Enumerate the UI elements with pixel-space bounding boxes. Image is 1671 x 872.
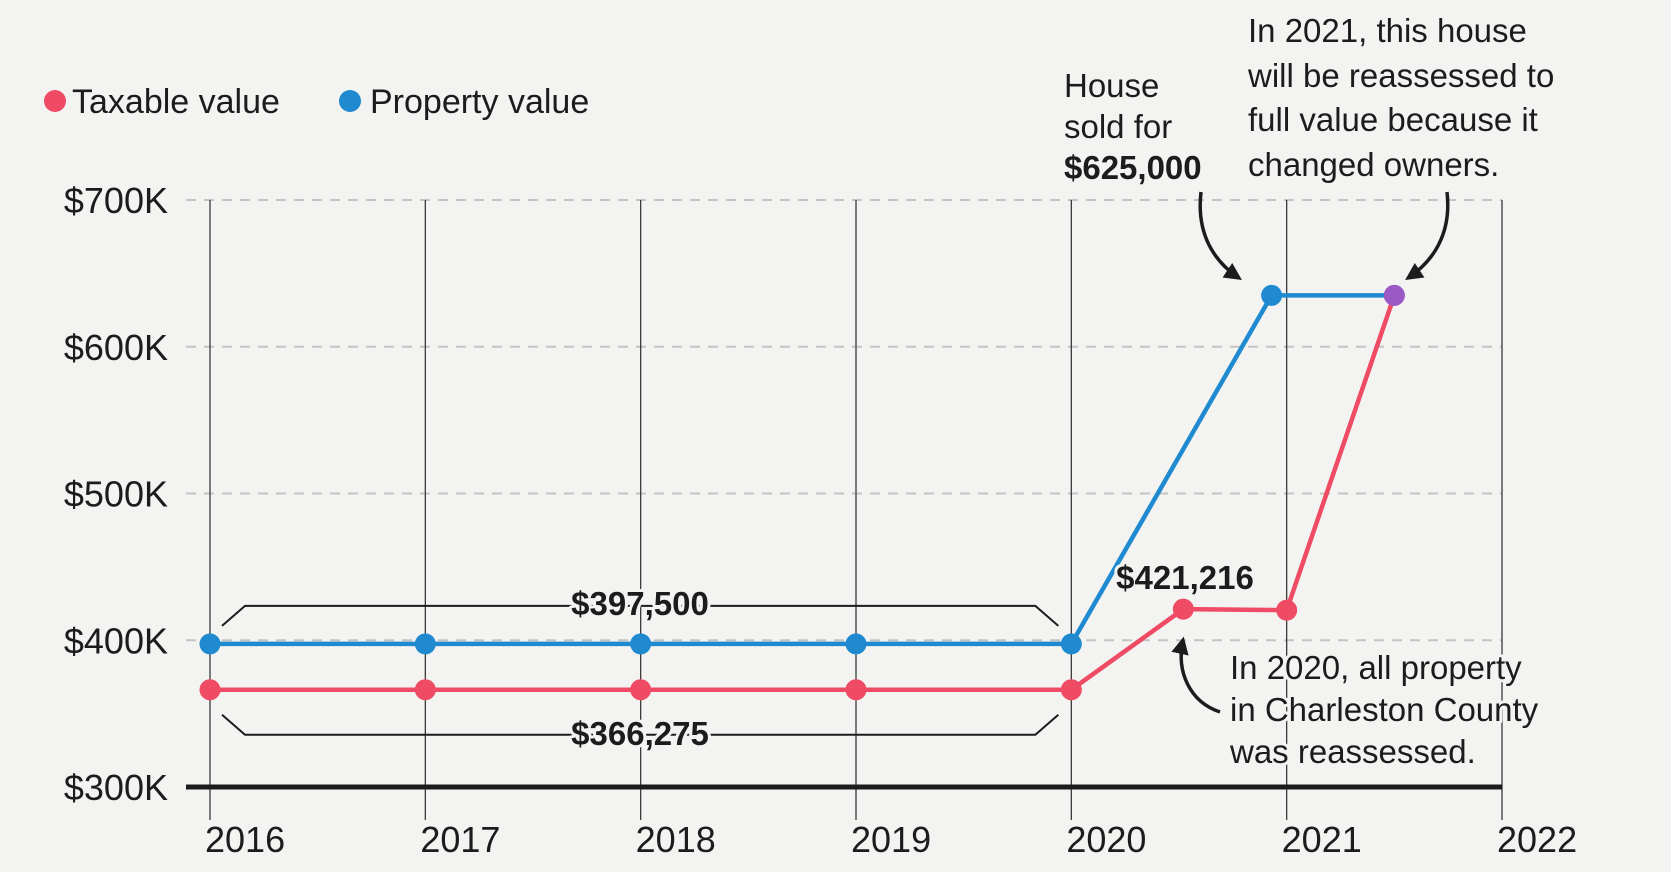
point-property-value <box>845 633 867 655</box>
legend-label-property: Property value <box>370 83 589 121</box>
x-tick-label: 2018 <box>636 819 716 860</box>
y-tick-label: $400K <box>64 620 168 661</box>
series-points <box>199 284 1405 701</box>
x-tick-label: 2021 <box>1282 819 1362 860</box>
note-2021-line3: full value because it <box>1248 101 1538 138</box>
point-property-value <box>1261 284 1283 306</box>
x-tick-label: 2017 <box>420 819 500 860</box>
note-sold-price: $625,000 <box>1064 149 1202 186</box>
x-tick-label: 2016 <box>205 819 285 860</box>
note-2021-line2: will be reassessed to <box>1247 57 1554 94</box>
note-sold-line2: sold for <box>1064 108 1172 145</box>
label-taxable-2020: $421,216 <box>1116 559 1254 596</box>
note-2020-line3: was reassessed. <box>1229 733 1476 770</box>
x-tick-label: 2020 <box>1066 819 1146 860</box>
note-sold-line1: House <box>1064 67 1159 104</box>
point-taxable-value <box>1060 679 1082 701</box>
x-tick-label: 2022 <box>1497 819 1577 860</box>
point-taxable-value-overlap <box>1383 284 1405 306</box>
arrow-2021 <box>1405 191 1450 280</box>
y-tick-label: $600K <box>64 327 168 368</box>
point-property-value <box>414 633 436 655</box>
note-2021-line4: changed owners. <box>1248 146 1499 183</box>
annotations: $397,500 $366,275 $421,216 House sold fo… <box>568 9 1557 773</box>
label-property-flat: $397,500 <box>571 585 709 622</box>
point-property-value <box>630 633 652 655</box>
legend-dot-taxable <box>44 90 66 112</box>
bracket-taxable <box>221 713 1059 736</box>
note-2020-line2: in Charleston County <box>1230 691 1539 728</box>
point-taxable-value <box>1172 598 1194 620</box>
bracket-property <box>221 604 1059 627</box>
point-property-value <box>199 633 221 655</box>
y-tick-label: $300K <box>64 767 168 808</box>
y-axis: $300K $400K $500K $600K $700K <box>64 180 168 808</box>
x-tick-label: 2019 <box>851 819 931 860</box>
line-taxable-value <box>210 294 1397 692</box>
legend: Taxable value Property value <box>44 83 589 121</box>
note-2020-line1: In 2020, all property <box>1230 649 1522 686</box>
y-tick-label: $700K <box>64 180 168 221</box>
brackets <box>221 604 1059 736</box>
point-taxable-value <box>845 679 867 701</box>
x-axis: 2016 2017 2018 2019 2020 2021 2022 <box>186 784 1577 860</box>
label-taxable-flat: $366,275 <box>571 715 709 752</box>
legend-dot-property <box>339 90 361 112</box>
note-2021-line1: In 2021, this house <box>1248 12 1527 49</box>
grid <box>186 199 1503 820</box>
legend-label-taxable: Taxable value <box>72 83 280 121</box>
point-taxable-value <box>199 679 221 701</box>
y-tick-label: $500K <box>64 474 168 515</box>
point-taxable-value <box>414 679 436 701</box>
point-property-value <box>1060 633 1082 655</box>
point-taxable-value <box>630 679 652 701</box>
arrow-2020 <box>1171 636 1221 714</box>
point-taxable-value <box>1276 599 1298 621</box>
arrow-sold <box>1198 191 1242 280</box>
